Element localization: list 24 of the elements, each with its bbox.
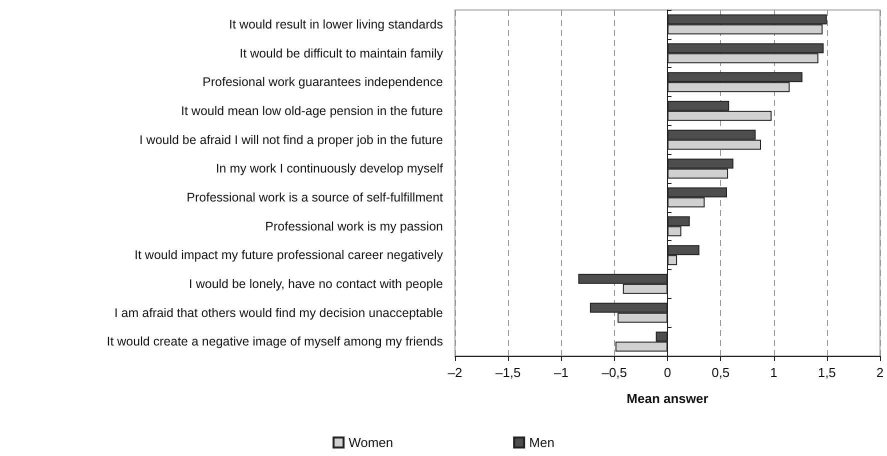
x-tick-label: 2 [876,365,884,380]
y-tick-label: I would be lonely, have no contact with people [188,276,444,291]
legend-label: Men [529,435,554,450]
x-tick-label: –1 [554,365,568,380]
x-axis-title: Mean answer [626,391,708,406]
y-tick-label: It would result in lower living standards [229,17,443,32]
y-tick-label: I would be afraid I will not find a proper job in the future [139,132,444,147]
y-tick-label: It would be difficult to maintain family [240,46,444,60]
x-tick-label: –1,5 [495,365,521,380]
y-tick-label: It would mean low old-age pension in the future [181,104,444,118]
y-tick-label: It would create a negative image of myself among my friends [106,334,443,349]
x-tick-label: 1 [770,365,778,380]
y-tick-label: I am afraid that others would find my decision unacceptable [114,306,444,320]
x-tick-label: –2 [448,365,462,380]
y-tick-label: Profesional work guarantees independence [202,75,444,90]
x-tick-label: 0,5 [712,365,730,380]
y-tick-label: It would impact my future professional career negatively [134,248,444,262]
legend-label: Women [348,435,394,450]
y-tick-label: In my work I continuously develop myself [216,162,444,176]
x-tick-label: –0,5 [602,365,628,380]
y-tick-label: Professional work is a source of self-fulfillment [186,190,444,204]
x-tick-label: 1,5 [818,365,836,380]
x-tick-label: 0 [664,365,672,380]
y-tick-label: Professional work is my passion [265,219,444,234]
